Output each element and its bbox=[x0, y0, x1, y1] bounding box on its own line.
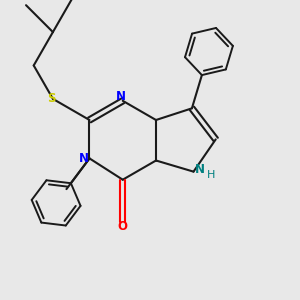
Text: H: H bbox=[207, 170, 215, 180]
Text: N: N bbox=[195, 163, 205, 176]
Text: O: O bbox=[118, 220, 128, 233]
Text: N: N bbox=[116, 90, 126, 103]
Text: N: N bbox=[79, 152, 89, 165]
Text: S: S bbox=[47, 92, 56, 105]
